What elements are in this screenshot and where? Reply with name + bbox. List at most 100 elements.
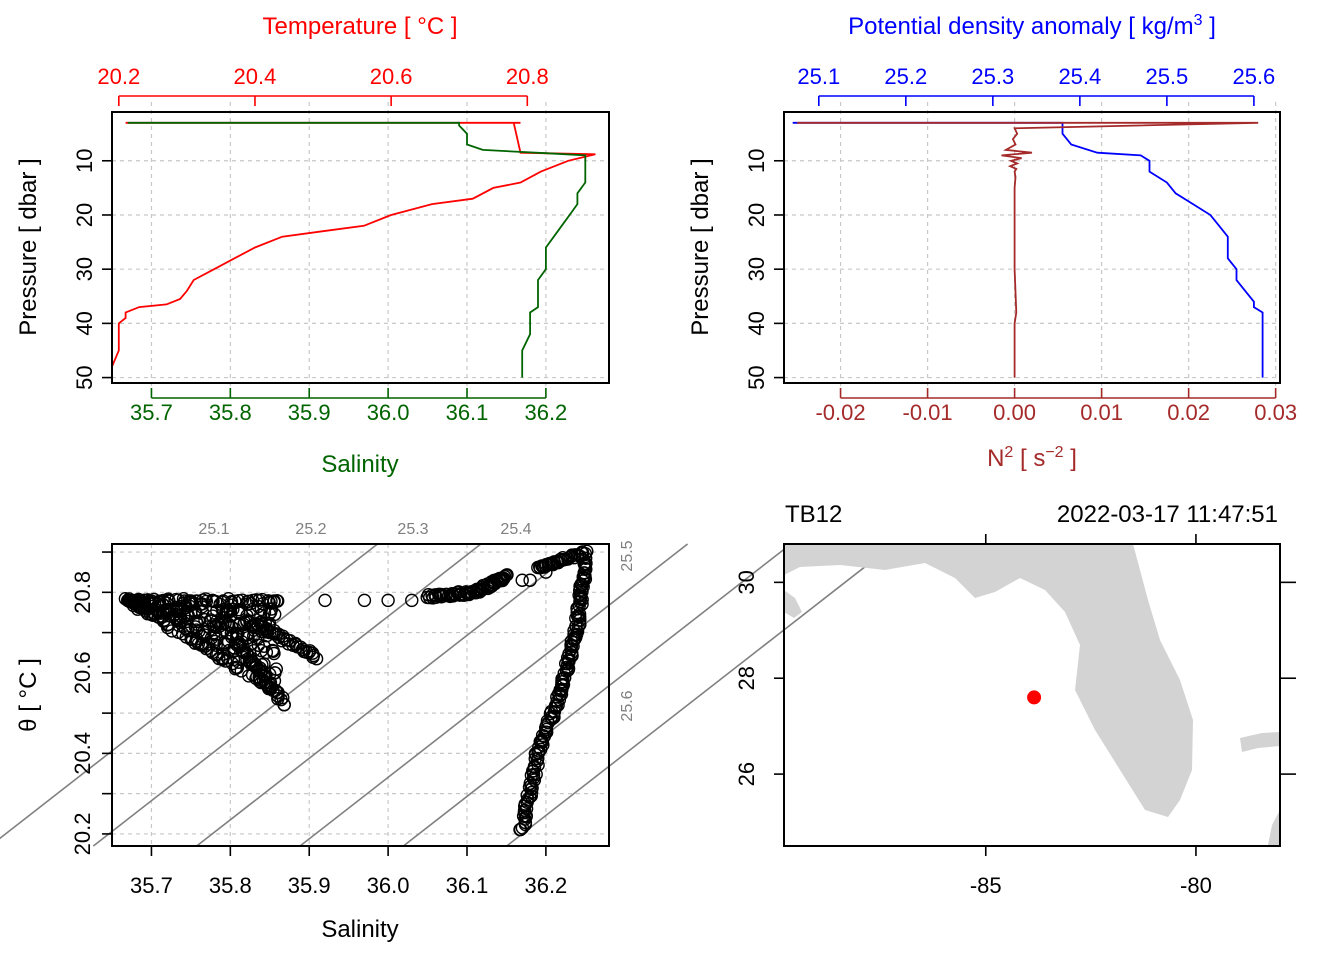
ts-point: [169, 611, 184, 625]
p2-bottom-label-n: N: [987, 445, 1004, 472]
ts-point: [513, 822, 527, 837]
map-ticks: -85 -80 26 28 30: [734, 534, 1296, 898]
land-coast-islet: [784, 590, 802, 618]
ts-point: [156, 609, 170, 624]
p1-series-bottom: [127, 121, 587, 378]
ts-point: [229, 660, 244, 674]
p2-top-tick-label-2: 25.3: [971, 64, 1014, 89]
p2-bottom-label-sup-neg2: −2: [1045, 444, 1063, 461]
p1-y-axis-label: Pressure [ dbar ]: [15, 158, 42, 335]
ts-point: [227, 644, 241, 658]
p3-ytick-label-1: 20.4: [70, 732, 95, 775]
p2-top-tick-label-1: 25.2: [884, 64, 927, 89]
p1-lines: [111, 121, 596, 378]
p2-top-tick-label-4: 25.5: [1145, 64, 1188, 89]
ts-point: [240, 615, 254, 629]
p1-top-tick-label-1: 20.4: [234, 64, 277, 89]
p2-frame: [783, 111, 1281, 384]
p2-top-tick-label-0: 25.1: [797, 64, 840, 89]
p1-top-tick-label-3: 20.8: [506, 64, 549, 89]
p3-isopycnal-2: [196, 543, 585, 847]
p1-bottom-tick-label-4: 36.1: [446, 400, 489, 425]
p2-bottom-tick-label-3: 0.01: [1080, 400, 1123, 425]
p1-bottom-tick-label-3: 36.0: [367, 400, 410, 425]
ts-point: [381, 593, 395, 608]
p1-top-tick-label-2: 20.6: [370, 64, 413, 89]
ts-point: [174, 599, 188, 614]
p3-isopycnal-label-3: 25.4: [500, 521, 531, 538]
ts-point: [195, 637, 209, 651]
ts-point: [259, 645, 274, 660]
p3-isopycnal-0: [0, 543, 379, 840]
ts-point: [262, 607, 277, 621]
p2-bottom-tick-label-0: -0.02: [815, 400, 865, 425]
ts-point: [223, 604, 238, 618]
p2-top-label-text: Potential density anomaly [ kg/m: [848, 13, 1194, 40]
p2-top-axis-label: Potential density anomaly [ kg/m3 ]: [848, 12, 1216, 40]
ts-point: [275, 634, 289, 648]
panel-ts-diagram: 35.7 35.8 35.9 36.0 36.1 36.2 20.2 20.4 20.6 20.8…: [0, 521, 895, 943]
ts-point: [254, 665, 268, 679]
p1-grid: [112, 102, 609, 393]
p1-ytick-label-0: 10: [72, 149, 97, 173]
ts-point: [132, 600, 147, 615]
ts-point: [178, 622, 193, 636]
ts-point: [205, 645, 220, 660]
p2-top-label-sup: 3: [1194, 12, 1203, 29]
ts-point: [538, 559, 553, 573]
ts-point: [578, 547, 593, 561]
p2-ytick-label-2: 30: [744, 257, 769, 281]
p2-bottom-tick-label-1: -0.01: [903, 400, 953, 425]
p3-xtick-label-1: 35.8: [209, 873, 252, 898]
ts-point: [515, 821, 530, 835]
station-name: TB12: [785, 501, 842, 528]
ts-point: [515, 573, 529, 587]
p1-top-tick-label-0: 20.2: [97, 64, 140, 89]
p1-ytick-label-4: 50: [72, 365, 97, 389]
p1-frame: [111, 111, 610, 384]
p2-ytick-label-4: 50: [744, 365, 769, 389]
ts-point: [213, 618, 228, 633]
p2-top-tick-label-3: 25.4: [1058, 64, 1101, 89]
p1-ytick-label-2: 30: [72, 257, 97, 281]
p3-ytick-label-3: 20.8: [70, 571, 95, 614]
ts-point: [569, 630, 583, 645]
p3-xtick-label-2: 35.9: [288, 873, 331, 898]
p3-xtick-label-4: 36.1: [446, 873, 489, 898]
p2-ytick-label-3: 40: [744, 311, 769, 335]
map-lat-tick-label-1: 28: [734, 666, 759, 690]
ts-point: [309, 652, 324, 666]
p3-ytick-label-0: 20.2: [70, 813, 95, 856]
ts-point: [523, 573, 537, 587]
ts-point: [209, 648, 223, 662]
ts-point: [252, 663, 267, 677]
map-lon-tick-label-0: -85: [970, 873, 1002, 898]
ts-point: [183, 622, 198, 637]
ts-point: [267, 674, 282, 688]
ts-point: [216, 651, 230, 665]
ts-point: [256, 620, 271, 634]
ts-point: [357, 593, 372, 608]
p1-series-top: [111, 121, 596, 378]
p3-isopycnal-label-0: 25.1: [198, 521, 229, 538]
ts-point: [539, 565, 553, 579]
ts-point: [138, 599, 152, 614]
p3-ytick-label-2: 20.6: [70, 651, 95, 694]
p1-bottom-tick-label-2: 35.9: [288, 400, 331, 425]
p3-isopycnal-label-4: 25.5: [619, 540, 636, 571]
p3-points: [118, 544, 594, 837]
ts-point: [405, 593, 419, 608]
p2-bottom-label-mid: [ s: [1013, 445, 1045, 472]
ts-point: [233, 616, 247, 631]
ts-point: [193, 597, 208, 611]
ts-point: [268, 666, 282, 680]
ts-point: [277, 698, 291, 712]
land-cuba: [1268, 810, 1280, 846]
ts-point: [571, 620, 585, 634]
p2-bottom-label-sup2: 2: [1004, 444, 1013, 461]
p3-isopycnal-3: [299, 543, 689, 847]
ts-point: [210, 632, 224, 646]
ts-point: [579, 551, 593, 565]
p3-isopycnal-5: [506, 543, 895, 847]
ts-point: [271, 686, 285, 700]
